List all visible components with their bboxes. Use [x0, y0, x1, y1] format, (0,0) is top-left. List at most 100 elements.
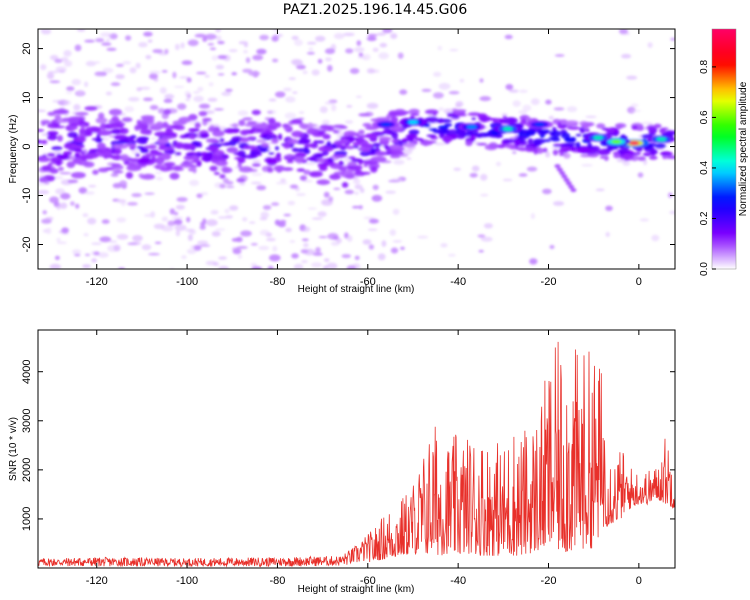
heatmap-cluster-cell	[97, 129, 112, 136]
heatmap-noise-cell	[75, 90, 85, 96]
heatmap-noise-cell	[199, 225, 206, 230]
heatmap-ridge-cell	[38, 139, 42, 144]
heatmap-cluster-cell	[169, 172, 180, 180]
heatmap-ridge-cell	[642, 152, 652, 157]
heatmap-cluster-cell	[150, 151, 163, 156]
heatmap-noise-cell	[292, 91, 298, 94]
heatmap-noise-cell	[164, 93, 175, 100]
heatmap-ridge-cell	[291, 147, 299, 152]
heatmap-ridge-cell	[476, 142, 488, 146]
heatmap-noise-cell	[542, 188, 552, 195]
heatmap-ridge-cell	[58, 154, 70, 160]
heatmap-ridge-cell	[518, 148, 527, 152]
heatmap-noise-cell	[302, 226, 311, 232]
heatmap-ridge-cell	[575, 141, 581, 148]
heatmap-ridge-cell	[163, 162, 176, 167]
heatmap-noise-cell	[453, 167, 462, 171]
heatmap-ridge-cell	[448, 134, 458, 138]
heatmap-ridge-cell	[303, 169, 311, 175]
heatmap-noise-cell	[196, 193, 203, 199]
heatmap-noise-cell	[361, 53, 371, 61]
heatmap-ridge-cell	[195, 151, 202, 157]
heatmap-noise-cell	[143, 31, 153, 37]
heatmap-noise-cell	[448, 253, 456, 257]
heatmap-noise-cell	[64, 60, 73, 67]
heatmap-noise-cell	[318, 236, 328, 239]
heatmap-noise-cell	[38, 190, 50, 195]
heatmap-cluster-cell	[74, 111, 89, 116]
heatmap-ridge-cell	[47, 134, 58, 141]
heatmap-noise-cell	[76, 29, 86, 32]
heatmap-noise-cell	[390, 247, 399, 254]
heatmap-noise-cell	[84, 81, 89, 88]
spectrogram-y-ticks: -20 -10 0 10 20	[21, 42, 675, 252]
heatmap-noise-cell	[626, 75, 638, 80]
heatmap-ridge-cell	[140, 128, 152, 135]
heatmap-cluster-cell	[149, 125, 163, 131]
heatmap-noise-cell	[235, 236, 243, 243]
heatmap-noise-cell	[376, 32, 386, 36]
heatmap-noise-cell	[393, 159, 405, 165]
spectrogram-y-tick-label: 0	[21, 143, 33, 149]
heatmap-cluster-cell	[293, 156, 305, 163]
heatmap-cluster-cell	[163, 108, 172, 115]
colorbar-strip	[711, 28, 737, 270]
heatmap-ridge-cell	[406, 133, 418, 139]
heatmap-noise-cell	[75, 203, 80, 209]
heatmap-ridge-cell	[504, 117, 518, 124]
heatmap-ridge-cell	[359, 151, 371, 157]
heatmap-ridge-cell	[124, 136, 135, 143]
heatmap-ridge-cell	[426, 134, 437, 138]
heatmap-ridge-cell	[631, 152, 642, 156]
heatmap-ridge-cell	[520, 119, 527, 126]
snr-x-axis-label: Height of straight line (km)	[298, 584, 415, 595]
heatmap-noise-cell	[217, 55, 227, 60]
heatmap-ridge-cell	[80, 124, 86, 129]
heatmap-noise-cell	[368, 244, 375, 250]
heatmap-noise-cell	[371, 194, 383, 202]
heatmap-noise-cell	[72, 249, 82, 255]
heatmap-ridge-cell	[327, 157, 334, 164]
heatmap-ridge-cell	[286, 160, 294, 164]
heatmap-noise-cell	[59, 172, 72, 175]
heatmap-noise-cell	[272, 58, 279, 63]
heatmap-cluster-cell	[283, 126, 291, 130]
heatmap-noise-cell	[208, 82, 214, 87]
heatmap-cluster-cell	[284, 154, 297, 158]
heatmap-cluster-cell	[345, 145, 354, 150]
heatmap-ridge-cell	[268, 152, 275, 155]
heatmap-noise-cell	[323, 191, 330, 198]
heatmap-ridge-cell	[129, 158, 141, 162]
heatmap-noise-cell	[82, 213, 89, 218]
heatmap-noise-cell	[193, 245, 202, 251]
heatmap-noise-cell	[312, 252, 323, 256]
heatmap-noise-cell	[256, 185, 267, 191]
heatmap-noise-cell	[185, 98, 191, 101]
heatmap-branch-cell	[554, 164, 561, 169]
heatmap-cluster-cell	[378, 136, 392, 141]
heatmap-noise-cell	[399, 89, 408, 95]
heatmap-ridge-cell	[246, 121, 258, 124]
heatmap-cluster-cell	[110, 163, 122, 168]
heatmap-cluster-cell	[260, 142, 269, 148]
heatmap-noise-cell	[605, 232, 610, 237]
heatmap-noise-cell	[100, 32, 112, 38]
heatmap-noise-cell	[322, 265, 329, 269]
heatmap-noise-cell	[332, 236, 339, 240]
heatmap-ridge-cell	[442, 136, 452, 142]
heatmap-noise-cell	[251, 172, 263, 176]
heatmap-cluster-cell	[154, 157, 165, 165]
snr-x-tick-label: 0	[636, 575, 642, 587]
heatmap-noise-cell	[311, 69, 320, 76]
heatmap-ridge-cell	[620, 134, 626, 138]
heatmap-noise-cell	[207, 43, 215, 46]
heatmap-cluster-cell	[273, 165, 286, 172]
heatmap-noise-cell	[317, 211, 327, 217]
heatmap-noise-cell	[101, 42, 112, 46]
heatmap-noise-cell	[225, 88, 233, 92]
heatmap-cluster-cell	[358, 129, 365, 135]
heatmap-cluster-cell	[391, 150, 405, 156]
heatmap-noise-cell	[480, 236, 493, 242]
heatmap-ridge-cell	[577, 146, 591, 154]
heatmap-ridge-cell	[559, 146, 572, 152]
